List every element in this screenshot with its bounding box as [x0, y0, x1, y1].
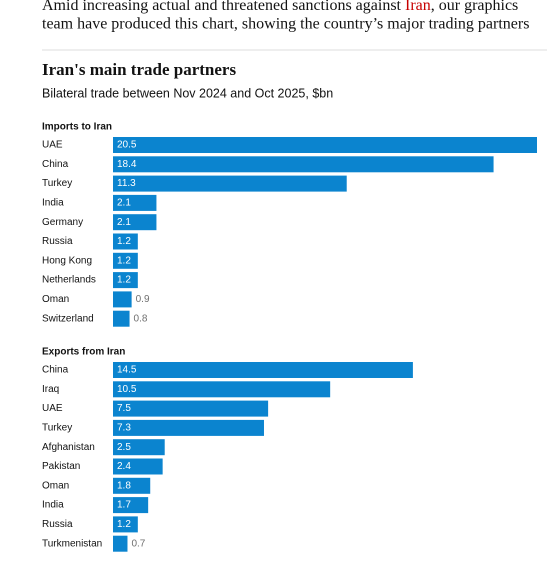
category-label: Russia [42, 236, 73, 247]
value-label: 18.4 [117, 159, 137, 170]
value-label: 0.7 [131, 538, 145, 549]
category-label: Turkey [42, 423, 72, 434]
bar [113, 214, 157, 231]
bar [113, 272, 138, 289]
category-label: Iraq [42, 384, 59, 395]
intro-link[interactable]: Iran [405, 0, 431, 14]
value-label: 2.1 [117, 217, 131, 228]
value-label: 0.8 [134, 313, 148, 324]
chart-title: Iran's main trade partners [42, 60, 236, 79]
value-label: 1.8 [117, 480, 131, 491]
panel-title: Imports to Iran [42, 122, 112, 133]
panel-title: Exports from Iran [42, 347, 125, 358]
value-label: 10.5 [117, 384, 137, 395]
category-label: Oman [42, 480, 69, 491]
bar [113, 400, 269, 417]
bar [113, 362, 413, 378]
value-label: 1.7 [117, 500, 131, 511]
intro-text: Amid increasing actual and threatened sa… [42, 0, 518, 14]
intro-line: , our graphics [431, 0, 519, 14]
intro-line: Amid increasing actual and threatened sa… [42, 0, 405, 14]
category-label: Switzerland [42, 313, 94, 324]
bar [113, 477, 151, 494]
category-label: UAE [42, 140, 63, 151]
bar [113, 458, 163, 475]
bar [113, 137, 537, 153]
category-label: India [42, 500, 64, 511]
bar [113, 175, 347, 192]
category-label: Netherlands [42, 275, 96, 286]
category-label: UAE [42, 403, 63, 414]
value-label: 1.2 [117, 519, 131, 530]
bar [113, 419, 264, 436]
bar [113, 439, 165, 456]
value-label: 7.3 [117, 423, 131, 434]
category-label: Turkmenistan [42, 538, 102, 549]
bar [113, 194, 157, 211]
category-label: China [42, 365, 69, 376]
bar [113, 291, 132, 308]
bar [113, 535, 128, 552]
bar [113, 156, 494, 173]
bar [113, 381, 331, 398]
bar [113, 516, 138, 533]
value-label: 1.2 [117, 236, 131, 247]
value-label: 2.4 [117, 461, 131, 472]
bar [113, 310, 130, 327]
value-label: 20.5 [117, 140, 137, 151]
value-label: 2.1 [117, 198, 131, 209]
bar [113, 233, 138, 250]
category-label: Pakistan [42, 461, 80, 472]
value-label: 7.5 [117, 403, 131, 414]
bar [113, 497, 149, 514]
category-label: Oman [42, 294, 69, 305]
value-label: 14.5 [117, 365, 137, 376]
value-label: 1.2 [117, 255, 131, 266]
category-label: Hong Kong [42, 255, 92, 266]
category-label: Turkey [42, 178, 72, 189]
value-label: 2.5 [117, 442, 131, 453]
category-label: China [42, 159, 69, 170]
value-label: 11.3 [117, 178, 136, 189]
category-label: Russia [42, 519, 73, 530]
value-label: 1.2 [117, 275, 131, 286]
bar [113, 252, 138, 269]
chart-subtitle: Bilateral trade between Nov 2024 and Oct… [42, 86, 333, 100]
category-label: Germany [42, 217, 83, 228]
value-label: 0.9 [136, 294, 150, 305]
category-label: India [42, 198, 64, 209]
intro-line: team have produced this chart, showing t… [42, 16, 529, 33]
category-label: Afghanistan [42, 442, 95, 453]
